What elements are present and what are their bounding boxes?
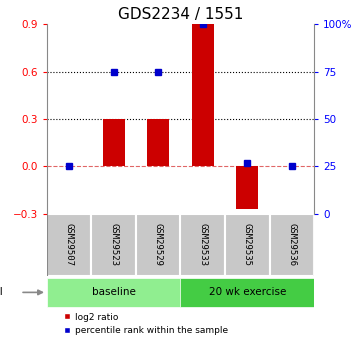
Bar [47, 214, 91, 276]
Bar [225, 214, 270, 276]
Legend: log2 ratio, percentile rank within the sample: log2 ratio, percentile rank within the s… [59, 309, 232, 339]
Bar [47, 278, 180, 307]
Text: protocol: protocol [0, 287, 3, 297]
Title: GDS2234 / 1551: GDS2234 / 1551 [118, 7, 243, 22]
Text: baseline: baseline [92, 287, 136, 297]
Text: GSM29536: GSM29536 [287, 224, 296, 266]
Text: GSM29533: GSM29533 [198, 224, 207, 266]
Bar [103, 119, 125, 167]
Text: GSM29529: GSM29529 [154, 224, 163, 266]
Bar [147, 119, 169, 167]
Bar [91, 214, 136, 276]
Text: GSM29523: GSM29523 [109, 224, 118, 266]
Bar [180, 278, 314, 307]
Text: 20 wk exercise: 20 wk exercise [209, 287, 286, 297]
Text: GSM29507: GSM29507 [65, 224, 74, 266]
Bar [180, 214, 225, 276]
Bar [136, 214, 180, 276]
Bar [236, 167, 258, 209]
Bar [192, 24, 214, 167]
Bar [270, 214, 314, 276]
Text: GSM29535: GSM29535 [243, 224, 252, 266]
